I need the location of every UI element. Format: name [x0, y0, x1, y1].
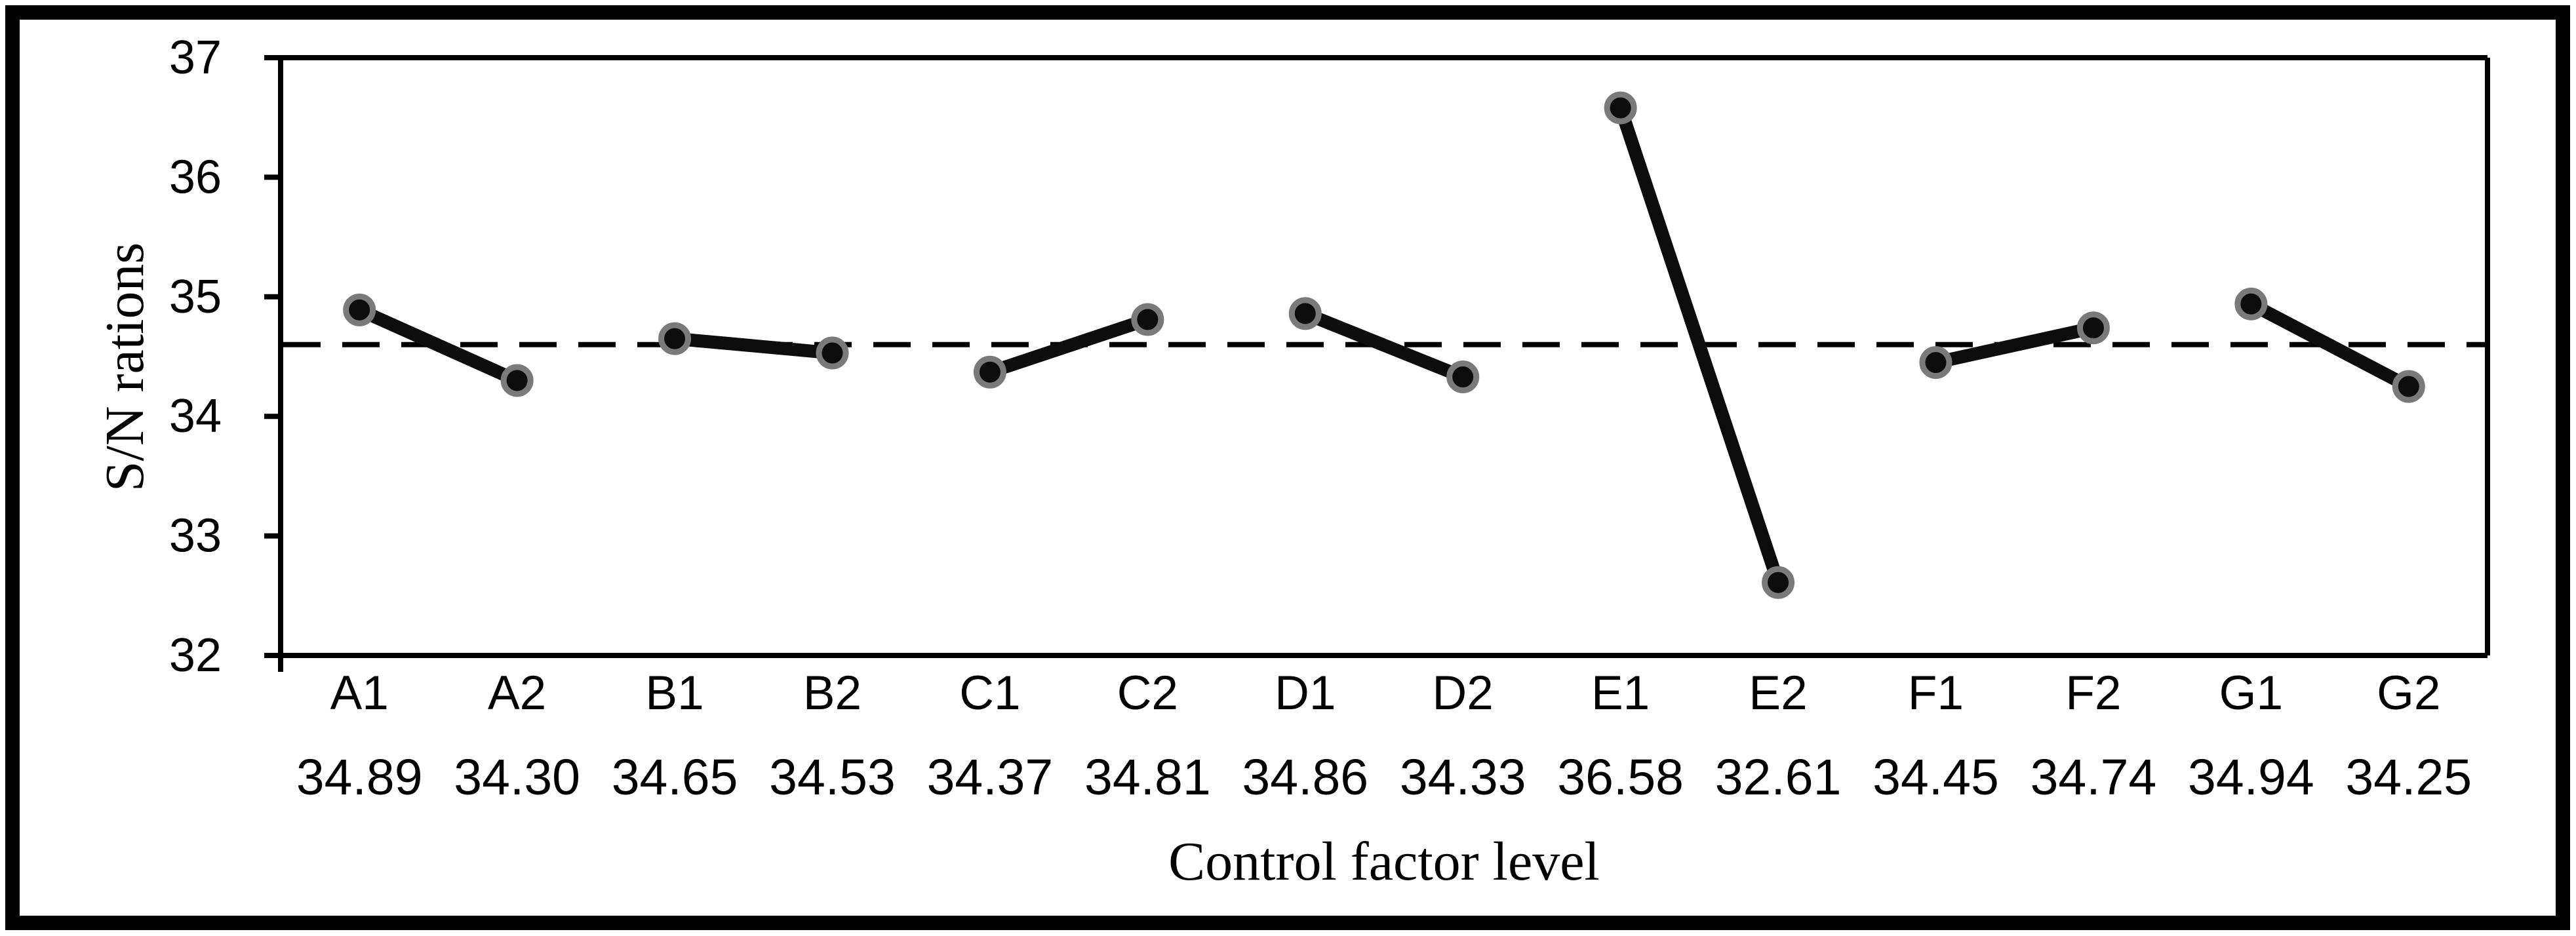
category-label: C1	[959, 667, 1020, 720]
value-label: 36.58	[1557, 749, 1684, 806]
value-label: 34.89	[296, 749, 423, 806]
category-labels: A1 A2 B1 B2 C1 C2 D1 D2 E1 E2 F1 F2 G1 G2	[330, 667, 2441, 720]
category-label: F2	[2065, 667, 2121, 720]
data-point-marker	[658, 322, 692, 355]
category-label: B2	[803, 667, 862, 720]
category-label: A2	[488, 667, 546, 720]
y-tick-label: 34	[169, 390, 222, 442]
value-label: 34.45	[1873, 749, 1999, 806]
data-point-marker	[1762, 566, 1795, 599]
value-label: 34.86	[1242, 749, 1368, 806]
pair-line-segment	[668, 332, 839, 360]
data-point-marker	[343, 293, 376, 326]
data-point-marker	[1288, 297, 1322, 330]
value-label: 34.53	[769, 749, 896, 806]
category-label: A1	[330, 667, 389, 720]
category-label: D1	[1275, 667, 1336, 720]
y-axis-title: S/N rations	[94, 243, 155, 492]
pair-line-segment	[353, 303, 524, 387]
x-axis-title: Control factor level	[1168, 831, 1600, 892]
y-tick-label: 32	[169, 629, 222, 682]
value-label: 34.74	[2031, 749, 2157, 806]
pair-line-segment	[1614, 101, 1785, 589]
data-point-marker	[1446, 361, 1480, 394]
data-point-marker	[1604, 91, 1637, 125]
data-point-marker	[1131, 303, 1164, 336]
y-tick-label: 35	[169, 271, 222, 323]
category-label: G1	[2219, 667, 2283, 720]
category-label: F1	[1908, 667, 1964, 720]
value-labels: 34.89 34.30 34.65 34.53 34.37 34.81 34.86 34.33…	[296, 749, 2472, 806]
data-point-marker	[973, 355, 1006, 389]
category-label: E2	[1749, 667, 1807, 720]
data-point-marker	[816, 336, 849, 370]
y-tick-labels: 37 36 35 34 33 32	[169, 31, 222, 682]
value-label: 34.33	[1400, 749, 1526, 806]
y-tick-label: 36	[169, 151, 222, 203]
value-label: 34.65	[612, 749, 738, 806]
data-point-marker	[1919, 346, 1952, 380]
data-point-marker	[2234, 287, 2268, 321]
data-point-marker	[500, 364, 534, 397]
category-label: G2	[2377, 667, 2440, 720]
pair-line-segment	[1929, 321, 2100, 370]
plot-axes	[264, 55, 2490, 672]
series-group	[343, 91, 2425, 599]
pair-line-segment	[983, 313, 1155, 379]
category-label: E1	[1591, 667, 1650, 720]
value-label: 32.61	[1715, 749, 1842, 806]
category-label: B1	[645, 667, 703, 720]
value-label: 34.94	[2188, 749, 2314, 806]
y-tick-label: 33	[169, 510, 222, 562]
pair-line-segment	[2244, 297, 2415, 393]
y-tick-label: 37	[169, 31, 222, 84]
figure-border	[5, 5, 2570, 930]
value-label: 34.81	[1084, 749, 1211, 806]
category-label: C2	[1117, 667, 1178, 720]
value-label: 34.37	[927, 749, 1054, 806]
value-label: 34.30	[454, 749, 580, 806]
data-point-marker	[2076, 311, 2110, 345]
value-label: 34.25	[2345, 749, 2472, 806]
pair-line-segment	[1298, 307, 1470, 384]
category-label: D2	[1433, 667, 1494, 720]
data-point-marker	[2392, 370, 2425, 403]
